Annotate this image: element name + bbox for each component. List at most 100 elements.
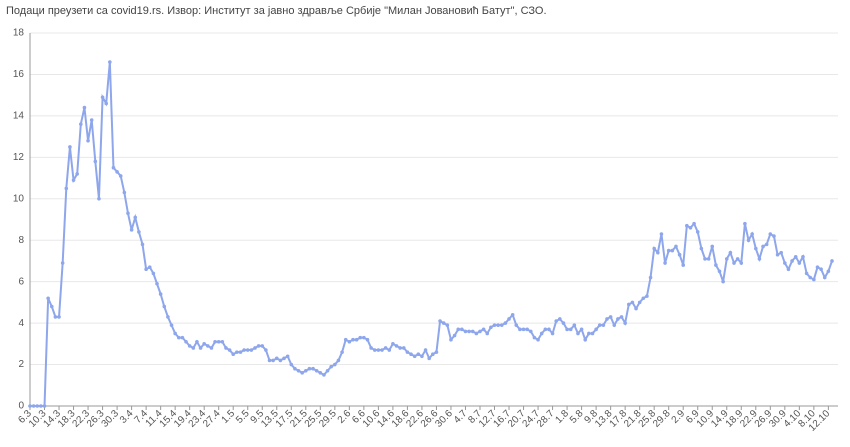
data-point — [28, 404, 32, 408]
data-point — [659, 232, 664, 236]
data-point — [612, 323, 617, 327]
data-point — [158, 292, 163, 296]
data-point — [274, 356, 279, 361]
data-point — [376, 348, 381, 352]
data-point — [456, 327, 461, 332]
data-point — [140, 242, 145, 247]
data-point — [394, 344, 399, 348]
data-point — [525, 327, 529, 332]
data-point — [264, 348, 268, 352]
data-point — [322, 373, 326, 377]
data-point — [521, 327, 526, 332]
y-tick-label: 18 — [13, 28, 25, 39]
data-point — [587, 331, 591, 336]
data-point — [216, 339, 221, 344]
y-tick-label: 10 — [13, 193, 25, 204]
data-point — [626, 302, 631, 307]
data-point — [637, 300, 642, 305]
data-point — [518, 327, 522, 332]
data-point — [173, 331, 177, 336]
data-point — [155, 281, 159, 286]
data-point — [532, 335, 537, 340]
data-point — [539, 331, 544, 336]
data-point — [46, 296, 50, 301]
data-point — [583, 337, 588, 342]
data-point — [347, 339, 352, 344]
data-point — [543, 327, 548, 332]
data-point — [60, 261, 65, 265]
data-point — [536, 337, 540, 342]
data-point — [761, 244, 765, 249]
data-point — [746, 238, 751, 243]
data-point — [151, 271, 156, 276]
data-point — [224, 346, 228, 350]
data-point — [565, 327, 569, 332]
data-point — [561, 321, 566, 325]
data-point — [528, 329, 533, 334]
data-point — [256, 344, 261, 348]
data-point — [35, 404, 40, 408]
data-point — [717, 269, 722, 274]
data-point — [267, 358, 272, 363]
data-point — [115, 170, 119, 174]
data-point — [449, 337, 453, 342]
data-point — [86, 138, 90, 143]
data-point — [724, 257, 729, 261]
data-point — [619, 315, 624, 319]
data-point — [296, 368, 301, 373]
data-point — [209, 346, 214, 350]
data-point — [383, 346, 388, 350]
data-point — [445, 323, 450, 327]
data-point — [311, 366, 315, 371]
data-point — [304, 368, 308, 373]
data-point — [354, 337, 359, 342]
data-point — [249, 348, 254, 352]
data-point — [82, 105, 87, 110]
data-point — [176, 335, 181, 340]
y-tick-label: 14 — [13, 111, 25, 122]
data-point — [804, 271, 809, 276]
data-point — [372, 348, 377, 352]
data-point — [195, 339, 199, 344]
data-point — [245, 348, 250, 352]
data-point — [597, 323, 602, 327]
data-point — [590, 331, 595, 336]
data-point — [743, 221, 747, 226]
y-tick-label: 8 — [18, 235, 24, 246]
data-point — [601, 323, 606, 327]
data-point — [507, 317, 511, 321]
data-point — [362, 335, 366, 340]
data-point — [739, 261, 744, 265]
data-point — [412, 354, 417, 359]
data-point — [49, 304, 54, 309]
data-point — [630, 300, 635, 305]
data-point — [826, 269, 831, 274]
data-point — [485, 331, 490, 336]
data-point — [478, 329, 482, 334]
data-point — [685, 223, 689, 228]
data-point — [300, 371, 304, 375]
data-point — [391, 342, 395, 346]
data-point — [271, 358, 275, 363]
y-tick-label: 2 — [18, 359, 24, 370]
data-point — [812, 277, 816, 282]
data-point — [474, 331, 479, 336]
data-point — [492, 323, 497, 327]
data-point — [579, 327, 584, 332]
data-point — [576, 331, 580, 336]
data-point — [369, 346, 373, 350]
data-point — [423, 348, 428, 352]
data-point — [118, 174, 123, 178]
data-point — [547, 327, 551, 332]
data-point — [605, 317, 609, 321]
data-point — [550, 331, 555, 336]
data-point — [699, 246, 704, 251]
data-point — [242, 348, 246, 352]
data-point — [180, 335, 185, 340]
data-point — [775, 252, 780, 257]
data-point — [202, 342, 206, 346]
data-point — [420, 354, 424, 359]
data-point — [108, 60, 112, 64]
data-point — [89, 118, 94, 122]
